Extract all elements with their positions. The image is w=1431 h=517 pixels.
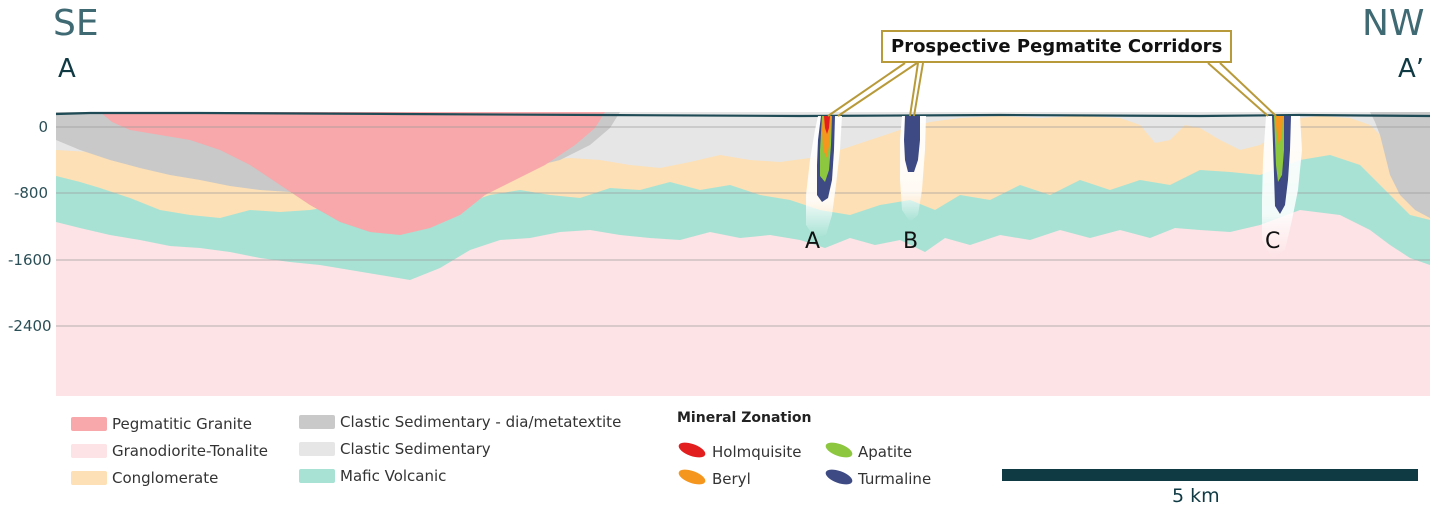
depth-tick-2400: -2400: [8, 317, 52, 335]
callout-leader-lines: [827, 62, 1277, 117]
legend-label-clastic-sedimentary: Clastic Sedimentary: [340, 440, 491, 458]
section-start-label: A: [58, 54, 76, 84]
pegmatite-a-holmquisite-zone: [824, 116, 830, 134]
prospective-corridors-callout: Prospective Pegmatite Corridors: [881, 30, 1233, 63]
pegmatite-label-a: A: [805, 229, 821, 254]
cross-section: [55, 62, 1431, 396]
legend-label-conglomerate: Conglomerate: [112, 469, 219, 487]
scale-bar: [1002, 469, 1418, 481]
direction-nw-label: NW: [1362, 3, 1425, 44]
legend-swatch-pegmatitic-granite: [71, 417, 107, 431]
pegmatite-label-c: C: [1265, 229, 1281, 254]
legend-icon-holmquisite: [678, 442, 706, 458]
clastic-metatextite-unit-right: [1370, 112, 1430, 218]
legend-swatch-mafic-volcanic: [299, 469, 335, 483]
pegmatitic-granite-body: [100, 112, 605, 235]
legend-label-mafic-volcanic: Mafic Volcanic: [340, 467, 447, 485]
legend-label-turmaline: Turmaline: [858, 470, 932, 488]
legend-label-beryl: Beryl: [712, 470, 751, 488]
depth-gridlines: [56, 126, 1430, 327]
legend-label-apatite: Apatite: [858, 443, 913, 461]
topographic-surface-line: [55, 111, 1431, 118]
legend-swatch-clastic-sedimentary: [299, 442, 335, 456]
depth-tick-0: 0: [38, 118, 48, 136]
pegmatite-c-beryl-zone: [1275, 116, 1283, 145]
pegmatite-b: [900, 116, 926, 222]
pegmatite-a: [806, 116, 842, 238]
legend-label-clastic-metatextite: Clastic Sedimentary - dia/metatextite: [340, 413, 622, 431]
legend-label-holmquisite: Holmquisite: [712, 443, 802, 461]
pegmatite-label-b: B: [903, 229, 919, 254]
direction-se-label: SE: [53, 3, 99, 44]
depth-tick-800: -800: [13, 184, 48, 202]
pegmatite-b-turmaline-zone: [904, 116, 920, 172]
legend-swatch-conglomerate: [71, 471, 107, 485]
legend-icon-apatite: [825, 442, 853, 458]
legend-icon-turmaline: [825, 469, 853, 485]
legend-icon-beryl: [678, 469, 706, 485]
mineral-zonation-title: Mineral Zonation: [677, 410, 812, 426]
section-end-label: A’: [1398, 54, 1425, 84]
scale-bar-label: 5 km: [1172, 485, 1220, 507]
pegmatite-c: [1262, 116, 1302, 258]
legend-label-granodiorite-tonalite: Granodiorite-Tonalite: [112, 442, 268, 460]
legend-swatch-granodiorite-tonalite: [71, 444, 107, 458]
legend-swatch-clastic-metatextite: [299, 415, 335, 429]
depth-tick-1600: -1600: [8, 251, 52, 269]
legend-label-pegmatitic-granite: Pegmatitic Granite: [112, 415, 252, 433]
